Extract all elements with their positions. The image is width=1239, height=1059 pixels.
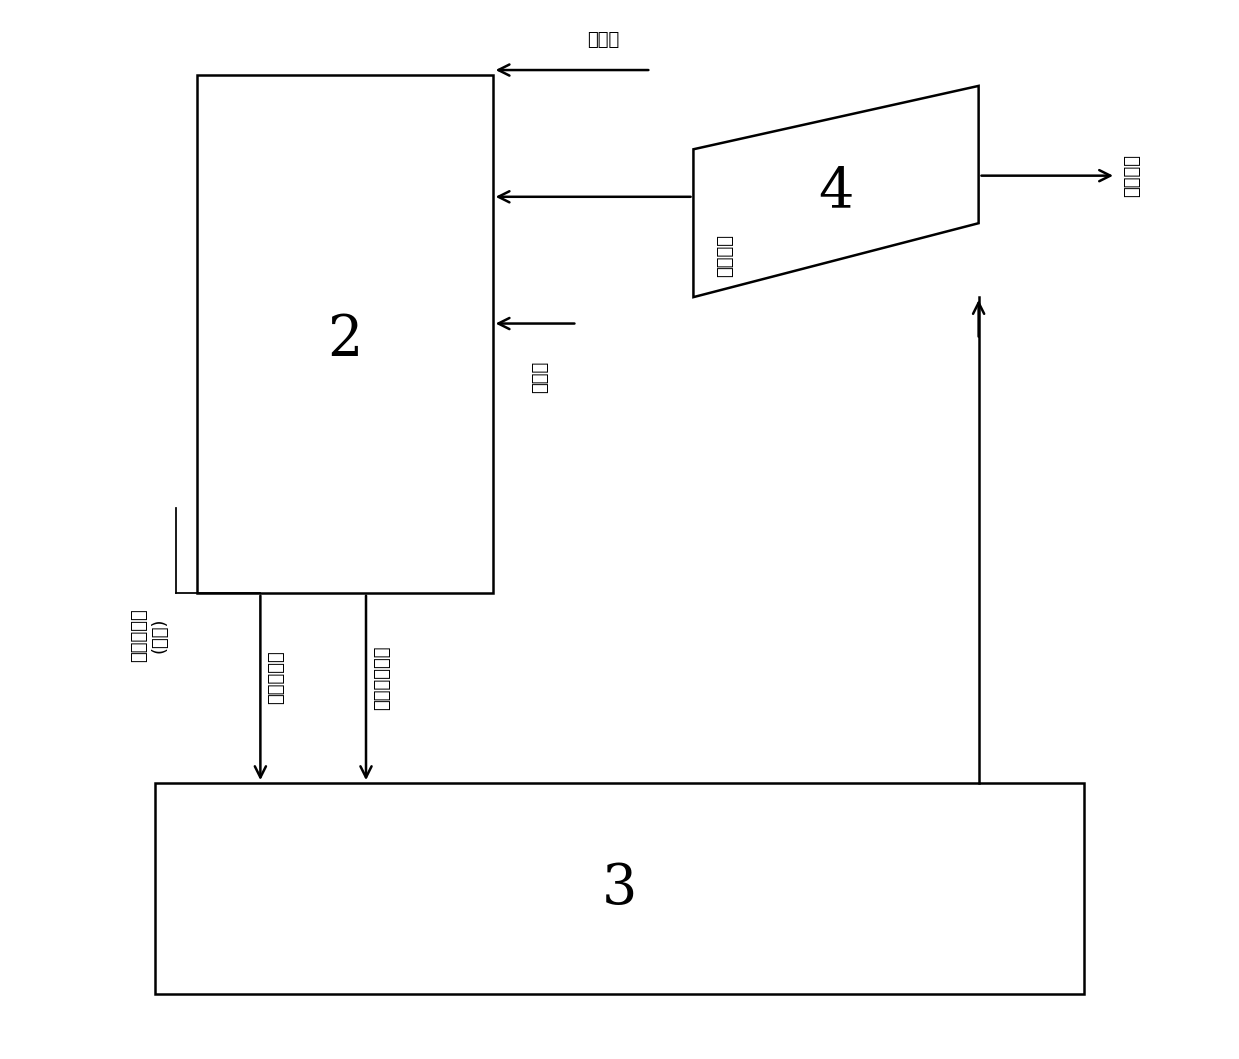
Bar bbox=[155, 783, 1084, 994]
Polygon shape bbox=[694, 86, 979, 298]
Text: 4: 4 bbox=[818, 164, 854, 219]
Text: 燃气气体: 燃气气体 bbox=[716, 234, 735, 276]
Text: 低阶燃料装入: 低阶燃料装入 bbox=[373, 645, 390, 710]
Bar bbox=[197, 75, 493, 593]
Text: 可燃气体: 可燃气体 bbox=[1123, 155, 1141, 197]
Text: 3: 3 bbox=[602, 861, 637, 916]
Text: 气化代理商
(外部): 气化代理商 (外部) bbox=[130, 608, 169, 662]
Text: 2: 2 bbox=[327, 312, 363, 366]
Text: 气化体装入: 气化体装入 bbox=[268, 650, 285, 704]
Text: 热烟气: 热烟气 bbox=[587, 31, 620, 49]
Text: 水蒸气: 水蒸气 bbox=[532, 360, 549, 393]
